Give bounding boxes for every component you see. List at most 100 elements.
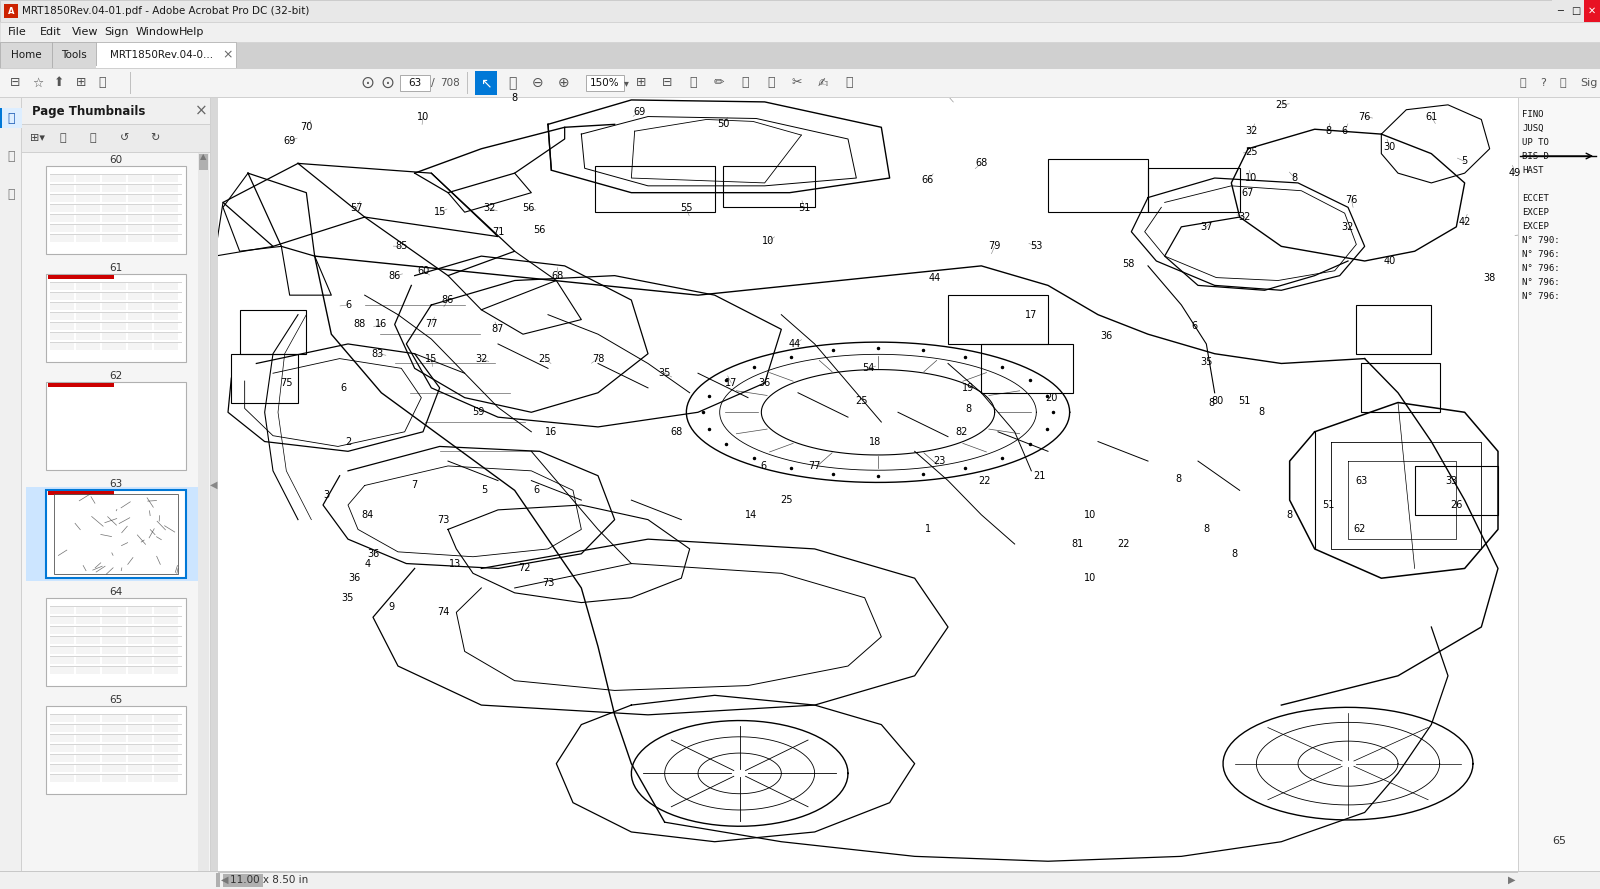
Text: JUSQ: JUSQ [1522, 124, 1544, 133]
Text: 73: 73 [542, 578, 554, 589]
Text: 80: 80 [1211, 396, 1224, 405]
Bar [102, 735, 126, 742]
Text: 8: 8 [1208, 397, 1214, 407]
Bar [46, 490, 186, 578]
Bar [0, 108, 2, 128]
Bar [50, 656, 182, 657]
Bar [77, 185, 99, 192]
Text: Help: Help [179, 27, 205, 37]
Text: 8: 8 [1232, 549, 1238, 559]
Bar [102, 657, 126, 664]
Bar [46, 274, 186, 362]
Text: 15: 15 [434, 207, 446, 217]
Text: 58: 58 [1122, 259, 1134, 268]
Text: 61: 61 [109, 263, 123, 273]
Bar [50, 724, 182, 725]
Text: 11.00 x 8.50 in: 11.00 x 8.50 in [230, 875, 309, 885]
Bar [1357, 305, 1432, 354]
Bar [154, 293, 178, 300]
Bar [77, 313, 99, 320]
Text: 7: 7 [411, 480, 418, 491]
Bar [1048, 158, 1149, 212]
Bar [22, 124, 210, 125]
Text: 23: 23 [933, 456, 946, 466]
Bar [154, 607, 178, 614]
Bar [50, 775, 74, 782]
Bar [128, 225, 152, 232]
Bar [154, 185, 178, 192]
Text: 150%: 150% [590, 78, 619, 88]
Bar [102, 607, 126, 614]
Bar [77, 195, 99, 202]
Text: 55: 55 [680, 204, 693, 213]
Bar [102, 293, 126, 300]
Text: 68: 68 [976, 158, 987, 168]
Text: 36: 36 [1101, 331, 1112, 341]
Bar [50, 292, 182, 293]
Bar [0, 0, 1600, 22]
Bar [77, 647, 99, 654]
Text: 83: 83 [371, 348, 384, 359]
Text: 68: 68 [670, 427, 683, 436]
Bar [154, 303, 178, 310]
Text: 10: 10 [418, 111, 429, 122]
Bar [102, 667, 126, 674]
Bar [128, 637, 152, 644]
Bar [128, 735, 152, 742]
Bar [128, 667, 152, 674]
Bar [128, 607, 152, 614]
Text: ✕: ✕ [1587, 6, 1597, 16]
Bar [1362, 364, 1440, 412]
Bar [50, 765, 74, 772]
Bar [102, 225, 126, 232]
Bar [102, 175, 126, 182]
Bar [128, 617, 152, 624]
Text: 🔍: 🔍 [98, 76, 106, 90]
Bar [154, 283, 178, 290]
Bar [218, 98, 1600, 871]
Bar [48, 383, 114, 387]
Text: 64: 64 [109, 587, 123, 597]
Bar [240, 309, 306, 354]
Bar [154, 765, 178, 772]
Bar [50, 282, 182, 283]
Bar [128, 205, 152, 212]
Text: 62: 62 [109, 371, 123, 381]
Text: 22: 22 [979, 476, 990, 485]
Text: 10: 10 [1083, 573, 1096, 583]
Text: 61: 61 [1426, 111, 1437, 122]
Text: 8: 8 [1286, 509, 1293, 520]
Text: 68: 68 [552, 270, 565, 281]
Bar [0, 68, 1600, 98]
Text: 63: 63 [109, 479, 123, 489]
Bar [102, 637, 126, 644]
Bar [0, 871, 1600, 872]
Bar [50, 734, 182, 735]
Text: 75: 75 [280, 378, 293, 388]
Bar [50, 215, 74, 222]
Text: 81: 81 [1072, 539, 1085, 549]
Bar [216, 873, 221, 887]
Text: 25: 25 [1275, 100, 1288, 110]
Bar [128, 725, 152, 732]
Text: ▲: ▲ [200, 153, 206, 162]
Bar [102, 725, 126, 732]
Text: 63: 63 [408, 78, 422, 88]
Bar [50, 303, 74, 310]
Text: 84: 84 [362, 509, 374, 520]
Text: ✍: ✍ [818, 76, 829, 90]
Text: 1: 1 [925, 525, 931, 534]
Bar [3, 4, 18, 18]
Text: 2: 2 [346, 436, 350, 446]
Bar [0, 42, 1600, 68]
Text: 51: 51 [798, 204, 811, 213]
Text: 67: 67 [1242, 188, 1254, 197]
Text: 🔔: 🔔 [1560, 78, 1566, 88]
Text: ECCET: ECCET [1522, 194, 1549, 203]
Bar [102, 715, 126, 722]
Text: 10: 10 [762, 236, 774, 246]
Text: 57: 57 [350, 204, 363, 213]
Bar [77, 725, 99, 732]
Bar [128, 323, 152, 330]
Bar [595, 166, 715, 212]
